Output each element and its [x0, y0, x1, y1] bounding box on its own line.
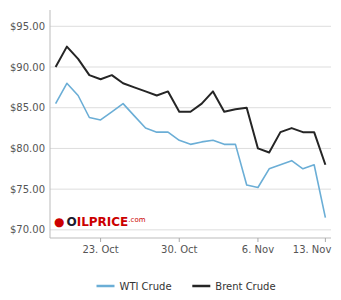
x-tick [325, 238, 326, 242]
x-tick [100, 238, 101, 242]
y-tick-label: $80.00 [10, 143, 45, 154]
x-tick-label: 6. Nov [242, 244, 274, 255]
y-axis-line [50, 10, 51, 238]
grid-line [50, 148, 331, 149]
series-line [56, 83, 326, 217]
y-tick-label: $85.00 [10, 102, 45, 113]
grid-line [50, 189, 331, 190]
y-tick-label: $70.00 [10, 224, 45, 235]
legend-label: WTI Crude [120, 281, 172, 292]
logo: ●OILPRICE.com [54, 215, 146, 229]
grid-line [50, 229, 331, 230]
logo-part: ● [54, 215, 64, 229]
grid [50, 26, 331, 230]
legend-swatch [192, 285, 210, 288]
x-axis-line [50, 238, 331, 239]
chart: $70.00 $75.00 $80.00 $85.00 $90.00 $95.00 23. … [0, 0, 341, 300]
logo-part: ILPRICE [77, 215, 129, 229]
lines [56, 47, 326, 218]
legend-label: Brent Crude [215, 281, 275, 292]
legend: WTI Crude Brent Crude [97, 281, 276, 292]
legend-swatch [97, 285, 115, 288]
y-tick-label: $75.00 [10, 184, 45, 195]
x-tick-label: 30. Oct [161, 244, 197, 255]
x-tick [179, 238, 180, 242]
logo-part: .com [128, 216, 145, 224]
x-tick [257, 238, 258, 242]
y-tick-label: $95.00 [10, 21, 45, 32]
grid-line [50, 67, 331, 68]
series-line [56, 47, 326, 165]
y-tick-label: $90.00 [10, 62, 45, 73]
logo-part: O [66, 215, 76, 229]
x-tick-label: 23. Oct [82, 244, 118, 255]
grid-line [50, 26, 331, 27]
x-tick-label: 13. Nov [293, 244, 332, 255]
grid-line [50, 107, 331, 108]
